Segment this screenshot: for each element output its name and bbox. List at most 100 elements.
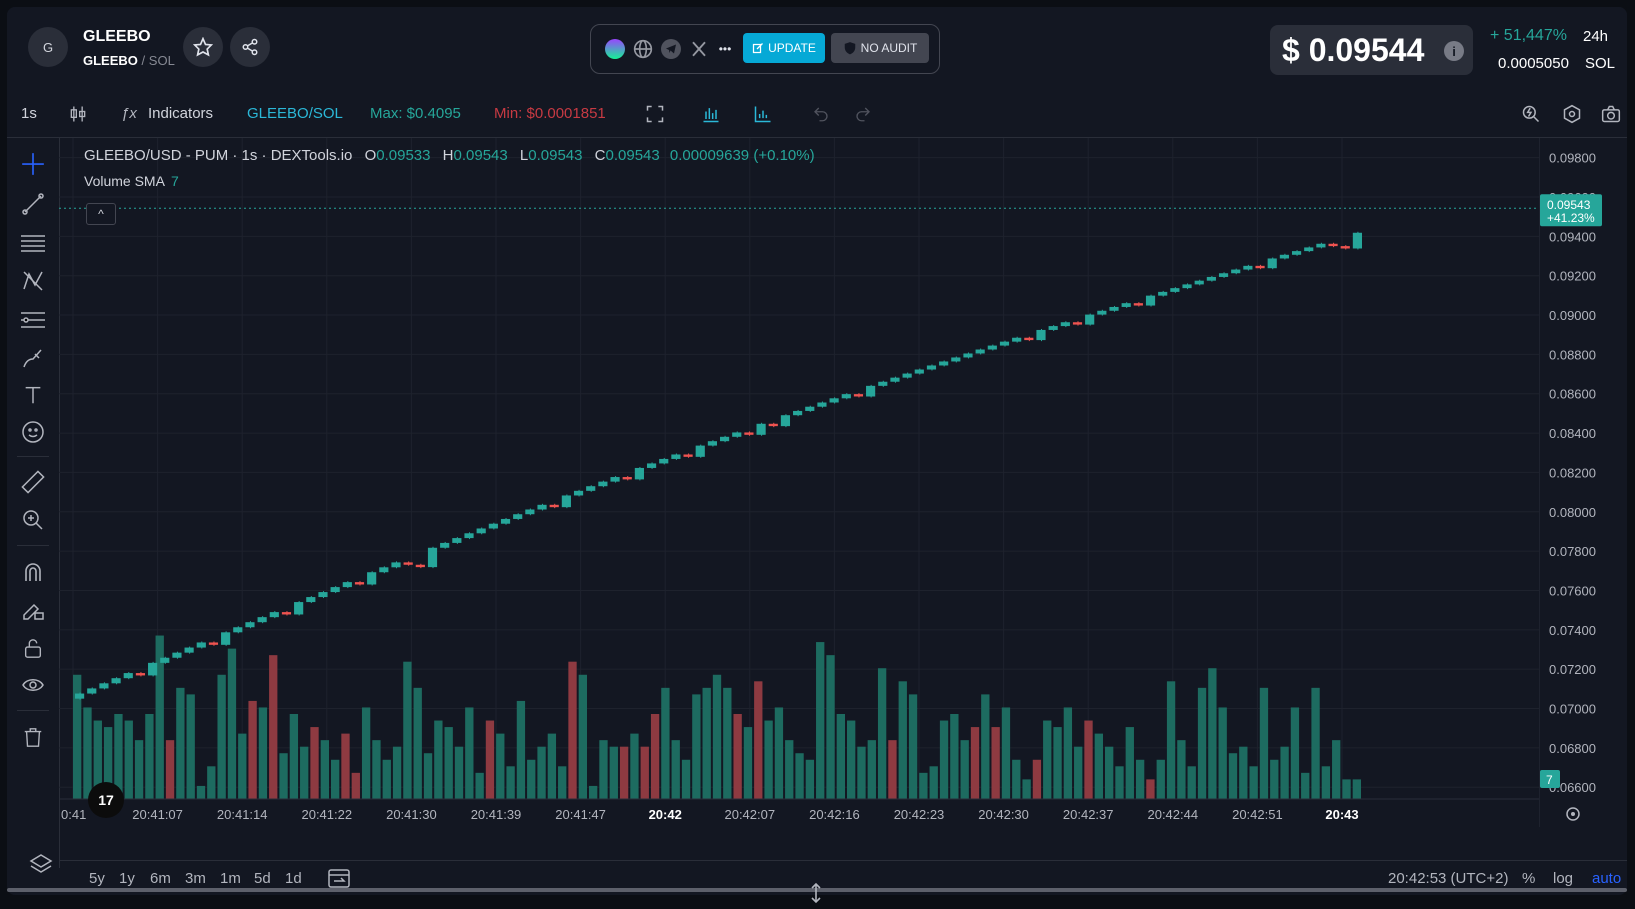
favorite-button[interactable] <box>183 27 223 67</box>
star-icon <box>193 37 213 57</box>
horizontal-lines-icon[interactable] <box>19 229 47 257</box>
unlock-icon[interactable] <box>19 634 47 662</box>
volume-bar <box>764 720 773 799</box>
log-scale-toggle[interactable]: log <box>1553 870 1574 887</box>
candle <box>415 564 425 568</box>
y-tick-label: 0.08800 <box>1549 347 1596 362</box>
current-time[interactable]: 20:42:53 (UTC+2) <box>1388 870 1509 887</box>
pair-toggle[interactable]: GLEEBO/SOL <box>247 105 343 122</box>
update-button[interactable]: UPDATE <box>743 33 825 63</box>
camera-icon[interactable] <box>1600 103 1622 125</box>
volume-name: Volume SMA <box>84 173 165 189</box>
redo-icon[interactable] <box>852 103 874 125</box>
volume-bar <box>1053 727 1062 799</box>
candle <box>160 657 170 663</box>
volume-bar <box>331 759 340 799</box>
resize-handle-icon[interactable] <box>809 882 823 909</box>
volume-bar <box>857 746 866 799</box>
range-6m[interactable]: 6m <box>150 870 171 887</box>
website-icon[interactable] <box>633 39 653 59</box>
percent-scale-toggle[interactable]: % <box>1522 870 1536 887</box>
axis-settings-icon-dot <box>1571 812 1575 816</box>
candle <box>1291 251 1302 255</box>
prediction-icon[interactable] <box>19 306 47 334</box>
trash-icon[interactable] <box>19 723 47 751</box>
range-1m[interactable]: 1m <box>220 870 241 887</box>
candle <box>646 463 657 468</box>
volume-bar <box>558 766 567 799</box>
candle <box>245 622 255 628</box>
volume-bar <box>227 648 237 799</box>
volume-bar <box>1311 687 1320 799</box>
text-tool-icon[interactable] <box>19 381 47 409</box>
visibility-icon[interactable] <box>19 671 47 699</box>
emoji-icon[interactable] <box>19 418 47 446</box>
volume-bar <box>1156 759 1165 799</box>
candle <box>1060 322 1070 327</box>
trend-line-icon[interactable] <box>19 190 47 218</box>
candle <box>573 490 584 496</box>
candle <box>829 398 839 403</box>
volume-bar <box>640 746 649 799</box>
chart-toolbar: 1s ƒx Indicators GLEEBO/SOL Max: $0.4095… <box>7 91 1627 138</box>
info-icon[interactable]: i <box>1444 41 1464 61</box>
fx-icon[interactable]: ƒx <box>121 105 137 122</box>
magnet-icon[interactable] <box>19 558 47 586</box>
price-axis[interactable]: 0.098000.096000.094000.092000.090000.088… <box>1539 138 1627 827</box>
range-3m[interactable]: 3m <box>185 870 206 887</box>
zoom-in-icon[interactable] <box>19 506 47 534</box>
candle <box>1182 284 1192 289</box>
y-tick-label: 0.07400 <box>1549 623 1596 638</box>
ruler-icon[interactable] <box>19 468 47 496</box>
undo-icon[interactable] <box>810 103 832 125</box>
share-button[interactable] <box>230 27 270 67</box>
brush-icon[interactable] <box>19 344 47 372</box>
candle <box>586 486 596 491</box>
y-tick-label: 0.08200 <box>1549 465 1596 480</box>
price-chart[interactable]: 0:41 20:41:07 20:41:14 20:41:22 20:41:30 20:4… <box>59 138 1539 827</box>
range-1y[interactable]: 1y <box>119 870 135 887</box>
volume-bar <box>733 714 742 799</box>
tradingview-logo[interactable]: 17 <box>88 782 124 818</box>
volume-bar <box>877 668 887 799</box>
collapse-legend-button[interactable]: ^ <box>86 203 116 225</box>
x-twitter-icon[interactable] <box>689 39 709 59</box>
settings-icon[interactable] <box>1561 103 1583 125</box>
volume-bar <box>248 700 257 799</box>
indicators-button[interactable]: Indicators <box>148 105 214 122</box>
toolbar-divider <box>17 710 49 711</box>
audit-badge[interactable]: NO AUDIT <box>831 33 929 63</box>
axis-settings-icon[interactable] <box>1566 807 1580 821</box>
auto-scale-toggle[interactable]: auto <box>1592 870 1622 887</box>
volume-bar <box>1135 759 1145 799</box>
volume-bar <box>1001 707 1011 799</box>
trades-chart-icon[interactable] <box>700 103 722 125</box>
volume-bar <box>712 674 722 799</box>
legend-close: 0.09543 <box>605 147 660 164</box>
telegram-icon[interactable] <box>661 39 681 59</box>
panel-resize-bar[interactable] <box>7 888 1627 892</box>
range-5y[interactable]: 5y <box>89 870 105 887</box>
volume-bar <box>527 759 536 799</box>
range-5d[interactable]: 5d <box>254 870 271 887</box>
more-icon[interactable]: ••• <box>718 42 732 56</box>
volume-chart-icon[interactable] <box>752 103 774 125</box>
range-1d[interactable]: 1d <box>285 870 302 887</box>
go-to-date-icon[interactable] <box>327 867 351 889</box>
lock-drawing-icon[interactable] <box>19 596 47 624</box>
candle-type-icon[interactable] <box>67 103 89 125</box>
candle <box>1206 276 1216 281</box>
volume-bar <box>506 766 515 799</box>
solana-icon[interactable] <box>605 39 625 59</box>
layers-icon[interactable] <box>29 852 53 881</box>
pattern-icon[interactable] <box>19 267 47 295</box>
interval-select[interactable]: 1s <box>21 105 37 122</box>
candle <box>306 597 316 603</box>
volume-bar <box>217 674 226 799</box>
crosshair-icon[interactable] <box>19 150 47 178</box>
legend-l-label: L <box>519 147 529 164</box>
quick-search-icon[interactable] <box>1520 103 1542 125</box>
candle <box>403 562 413 565</box>
fullscreen-icon[interactable] <box>644 103 666 125</box>
candle <box>744 432 754 435</box>
